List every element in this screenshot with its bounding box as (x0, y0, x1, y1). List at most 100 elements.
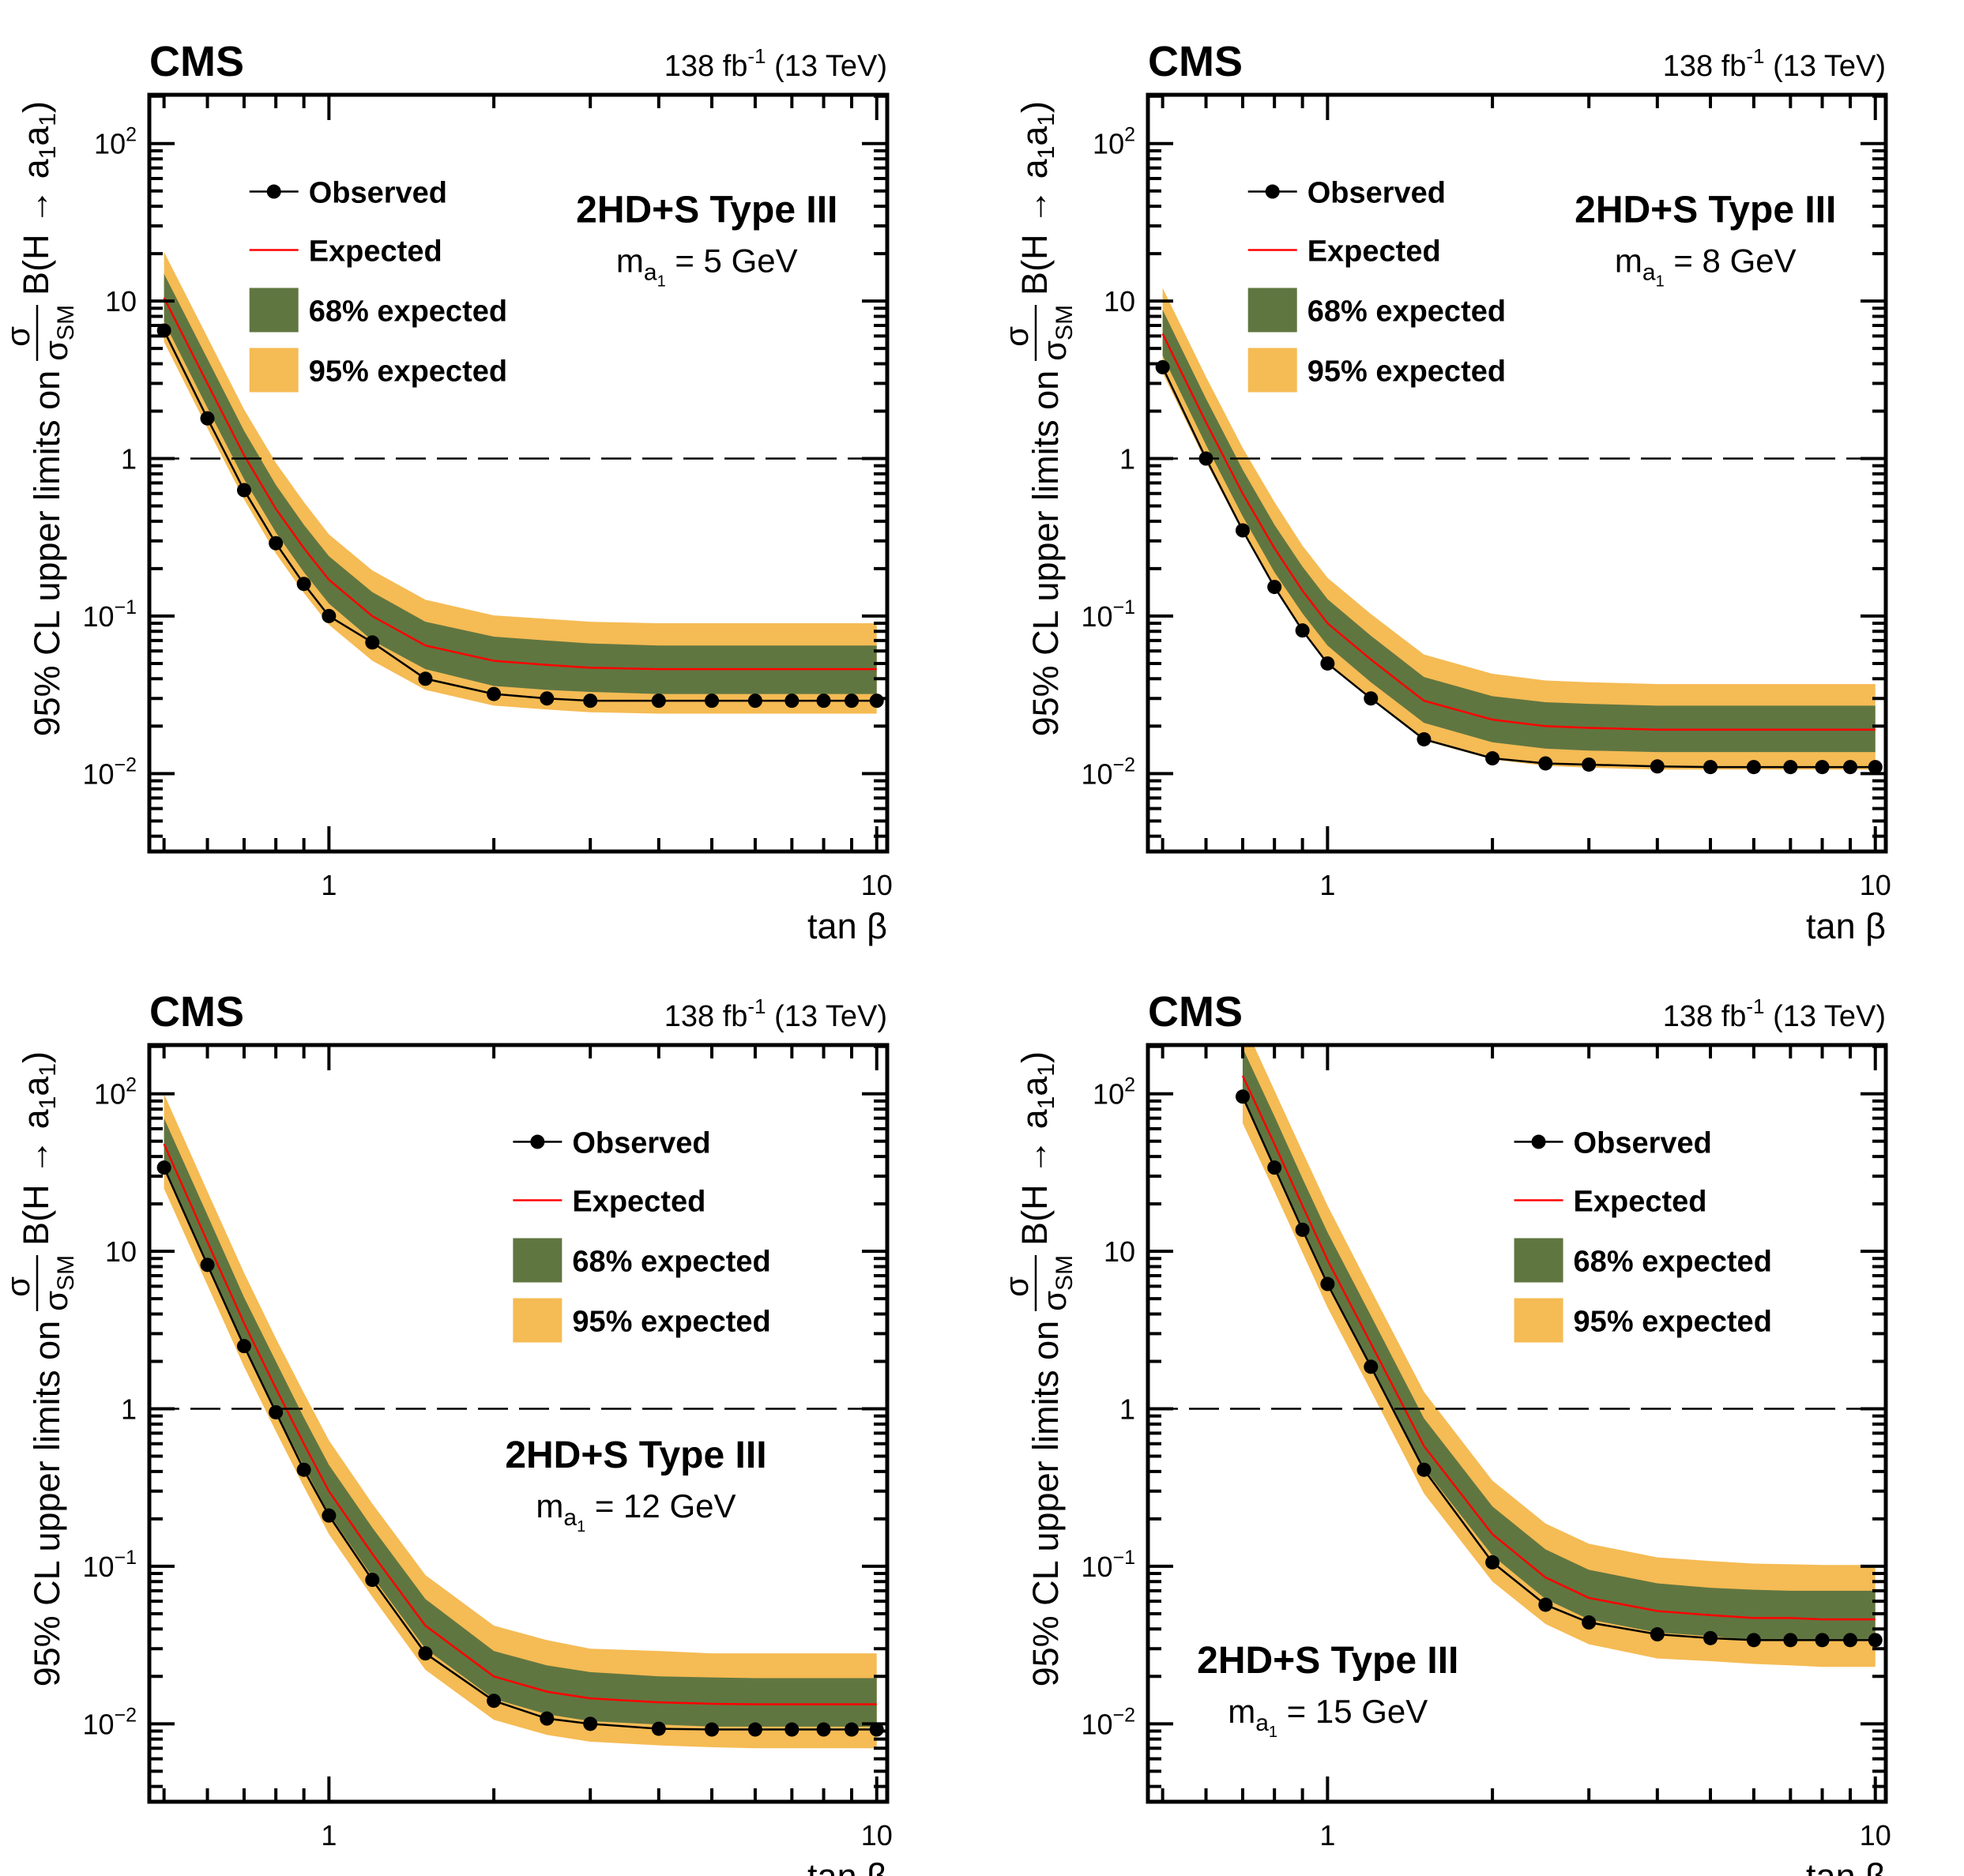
observed-point (845, 694, 860, 709)
observed-point (296, 1462, 311, 1477)
legend-95-label: 95% expected (572, 1306, 770, 1339)
observed-point (1783, 1633, 1798, 1648)
x-tick-label: 1 (321, 1819, 337, 1852)
y-tick-label: 10 (105, 285, 137, 318)
y-tick-label: 10 (1104, 285, 1135, 318)
legend-observed-label: Observed (309, 177, 447, 210)
expected-line (163, 297, 877, 671)
observed-point (236, 483, 251, 498)
legend: Observed Expected 68% expected 95% expected (513, 1127, 771, 1343)
legend-95-swatch (249, 348, 299, 393)
experiment-label: CMS (1148, 38, 1243, 85)
legend-expected-label: Expected (309, 235, 442, 269)
y-tick-label: 102 (94, 124, 137, 160)
svg-text:B(H → a1a1): B(H → a1a1) (16, 101, 61, 295)
observed-point (1267, 580, 1282, 595)
legend-observed-marker (1265, 184, 1280, 199)
observed-point (1703, 760, 1718, 775)
observed-point (1320, 656, 1335, 671)
panel-4: 1 10 10−2 10−1 1 10 102 CMS 138 fb-1 (13 TeV) tan… (998, 988, 1891, 1876)
observed-point (1198, 451, 1213, 466)
y-tick-label: 102 (1093, 1074, 1135, 1111)
panel-2: 1 10 10−2 10−1 1 10 102 CMS 138 fb-1 (13 TeV) tan… (998, 38, 1891, 946)
observed-point (651, 1721, 666, 1736)
y-tick-label: 10−1 (82, 1547, 137, 1583)
panel-1: 1 10 10−2 10−1 1 10 102 CMS 138 fb-1 (13 TeV) tan… (0, 38, 893, 946)
observed-point (1582, 757, 1597, 772)
observed-point (784, 694, 800, 709)
legend-68-label: 68% expected (1307, 295, 1506, 329)
legend-95-label: 95% expected (1574, 1306, 1772, 1339)
observed-point (1235, 1089, 1250, 1104)
band-68-expected (1162, 310, 1876, 753)
fraction-numerator: σ (998, 1276, 1035, 1297)
observed-point (747, 694, 762, 709)
svg-text:95% CL upper limits on: 95% CL upper limits on (1025, 370, 1066, 737)
observed-point (1703, 1630, 1718, 1645)
observed-point (651, 694, 666, 709)
y-tick-label: 1 (121, 443, 137, 476)
luminosity-label: 138 fb-1 (13 TeV) (1663, 44, 1886, 83)
y-tick-label: 10−2 (82, 754, 137, 790)
plot-area (149, 1093, 887, 1749)
svg-text:95% CL upper limits on: 95% CL upper limits on (1025, 1321, 1066, 1687)
observed-point (1417, 731, 1432, 746)
model-label: 2HD+S Type III (1197, 1640, 1458, 1682)
x-axis-label: tan β (1806, 1856, 1886, 1876)
legend-68-swatch (1247, 288, 1297, 333)
svg-text:B(H → a1a1): B(H → a1a1) (16, 1051, 61, 1246)
y-tick-label: 1 (1119, 1393, 1135, 1426)
observed-point (1485, 1555, 1500, 1570)
fraction-numerator: σ (0, 326, 36, 347)
expected-line (1161, 333, 1876, 731)
observed-point (869, 694, 884, 709)
mass-label: ma1 = 8 GeV (1615, 242, 1797, 290)
legend: Observed Expected 68% expected 95% expected (1247, 177, 1506, 393)
x-tick-label: 10 (1860, 869, 1891, 901)
x-axis-label: tan β (1806, 906, 1886, 946)
observed-point (1320, 1276, 1335, 1291)
legend-68-swatch (249, 288, 299, 333)
observed-point (1295, 623, 1310, 638)
y-tick-label: 102 (1093, 124, 1135, 160)
observed-point (1868, 760, 1883, 775)
model-label: 2HD+S Type III (505, 1434, 766, 1476)
x-tick-label: 1 (1319, 1819, 1335, 1852)
legend-95-swatch (1247, 348, 1297, 393)
mass-label: ma1 = 15 GeV (1228, 1693, 1428, 1741)
observed-point (1538, 1597, 1553, 1612)
observed-point (1364, 1359, 1379, 1374)
y-tick-label: 10−1 (1081, 596, 1135, 633)
svg-text:95% CL upper limits on: 95% CL upper limits on (27, 1321, 67, 1687)
observed-point (200, 1258, 215, 1273)
observed-point (487, 686, 502, 701)
y-tick-label: 1 (1119, 443, 1135, 476)
observed-point (1815, 760, 1830, 775)
observed-point (296, 577, 311, 592)
legend-68-swatch (1514, 1238, 1563, 1283)
observed-point (845, 1722, 860, 1737)
observed-point (322, 608, 337, 623)
x-tick-label: 10 (861, 869, 893, 901)
legend-observed-label: Observed (1574, 1127, 1712, 1160)
observed-line (1241, 1096, 1876, 1641)
observed-point (540, 691, 555, 706)
observed-point (1746, 760, 1761, 775)
observed-point (1267, 1160, 1282, 1175)
observed-point (1295, 1222, 1310, 1237)
model-label: 2HD+S Type III (1575, 189, 1836, 231)
svg-text:95% CL upper limits on: 95% CL upper limits on (27, 370, 67, 737)
y-tick-label: 10−2 (1081, 1704, 1135, 1740)
observed-point (200, 411, 215, 426)
legend-expected-label: Expected (572, 1186, 705, 1219)
legend-observed-label: Observed (1307, 177, 1446, 210)
legend-expected-label: Expected (1307, 235, 1441, 269)
svg-text:B(H → a1a1): B(H → a1a1) (1014, 101, 1059, 295)
observed-point (365, 635, 380, 650)
observed-point (1843, 1633, 1858, 1648)
band-68-expected (164, 273, 877, 694)
panel-3: 1 10 10−2 10−1 1 10 102 CMS 138 fb-1 (13 TeV) tan… (0, 988, 893, 1876)
